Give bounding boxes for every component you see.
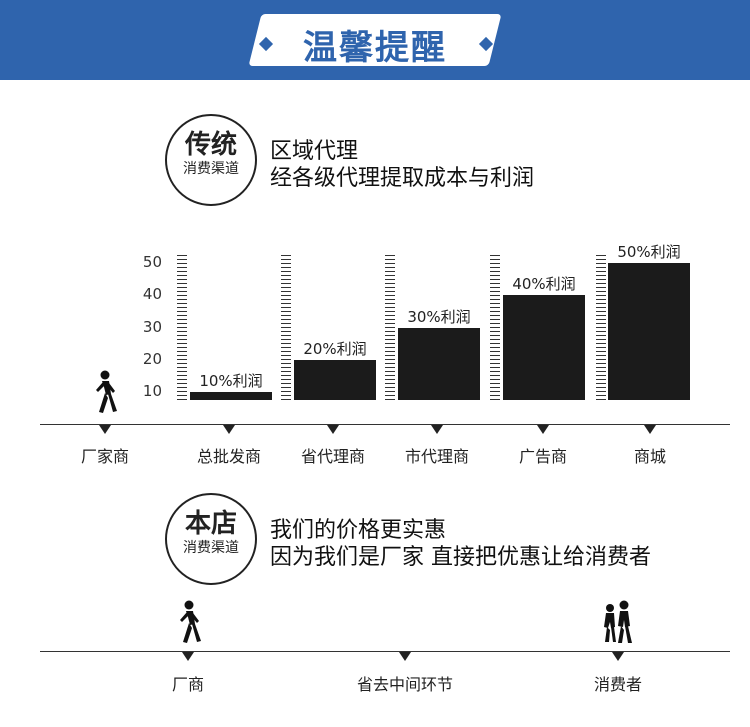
bar bbox=[608, 263, 690, 400]
stage-label: 消费者 bbox=[593, 675, 642, 694]
person-walking-icon-bottom bbox=[180, 600, 201, 643]
ruler-scale bbox=[490, 255, 500, 400]
y-tick-label: 50 bbox=[142, 253, 162, 272]
timeline-marker bbox=[99, 425, 111, 434]
timeline-marker bbox=[182, 652, 194, 661]
stage-label: 市代理商 bbox=[404, 447, 469, 466]
bar-data-label: 30%利润 bbox=[407, 307, 471, 326]
traditional-circle: 传统 消费渠道 bbox=[165, 114, 257, 206]
store-circle-subtitle: 消费渠道 bbox=[183, 540, 239, 556]
stage-label: 商城 bbox=[633, 447, 666, 466]
ruler-scale bbox=[385, 255, 395, 400]
stage-label: 广告商 bbox=[518, 447, 567, 466]
banner-title: 温馨提醒 bbox=[303, 28, 447, 68]
ruler-scale bbox=[177, 255, 187, 400]
store-headline-1: 我们的价格更实惠 bbox=[270, 518, 447, 543]
y-tick-label: 30 bbox=[142, 317, 162, 336]
ruler-scale bbox=[596, 255, 606, 400]
bar-data-label: 50%利润 bbox=[617, 243, 681, 262]
timeline-marker bbox=[612, 652, 624, 661]
bottom-timeline bbox=[40, 651, 730, 652]
bar bbox=[190, 391, 272, 400]
store-circle: 本店 消费渠道 bbox=[165, 493, 257, 585]
bar bbox=[294, 359, 376, 400]
bar bbox=[503, 295, 585, 400]
traditional-headline-1: 区域代理 bbox=[270, 139, 359, 164]
timeline-marker bbox=[327, 425, 339, 434]
bar-data-label: 10%利润 bbox=[199, 371, 263, 390]
y-tick-label: 10 bbox=[142, 381, 162, 400]
stage-label: 厂商 bbox=[171, 675, 204, 694]
header-banner: 温馨提醒 bbox=[0, 0, 750, 80]
bar bbox=[398, 327, 480, 400]
y-tick-label: 40 bbox=[142, 285, 162, 304]
bar-data-label: 20%利润 bbox=[303, 339, 367, 358]
timeline-marker bbox=[223, 425, 235, 434]
store-circle-title: 本店 bbox=[184, 509, 237, 539]
stage-label: 省代理商 bbox=[300, 447, 365, 466]
stage-label: 总批发商 bbox=[196, 447, 261, 466]
traditional-circle-subtitle: 消费渠道 bbox=[183, 161, 239, 177]
stage-label: 厂家商 bbox=[80, 447, 129, 466]
timeline-marker bbox=[431, 425, 443, 434]
person-walking-icon bbox=[96, 370, 117, 413]
stage-label: 省去中间环节 bbox=[356, 675, 453, 694]
traditional-circle-title: 传统 bbox=[184, 130, 237, 160]
timeline-marker bbox=[644, 425, 656, 434]
people-walking-icon bbox=[604, 600, 632, 643]
timeline-marker bbox=[537, 425, 549, 434]
y-tick-label: 20 bbox=[142, 349, 162, 368]
bar-data-label: 40%利润 bbox=[512, 275, 576, 294]
timeline-marker bbox=[399, 652, 411, 661]
store-headline-2: 因为我们是厂家 直接把优惠让给消费者 bbox=[270, 545, 651, 570]
top-timeline bbox=[40, 424, 730, 425]
traditional-headline-2: 经各级代理提取成本与利润 bbox=[270, 166, 535, 191]
ruler-scale bbox=[281, 255, 291, 400]
